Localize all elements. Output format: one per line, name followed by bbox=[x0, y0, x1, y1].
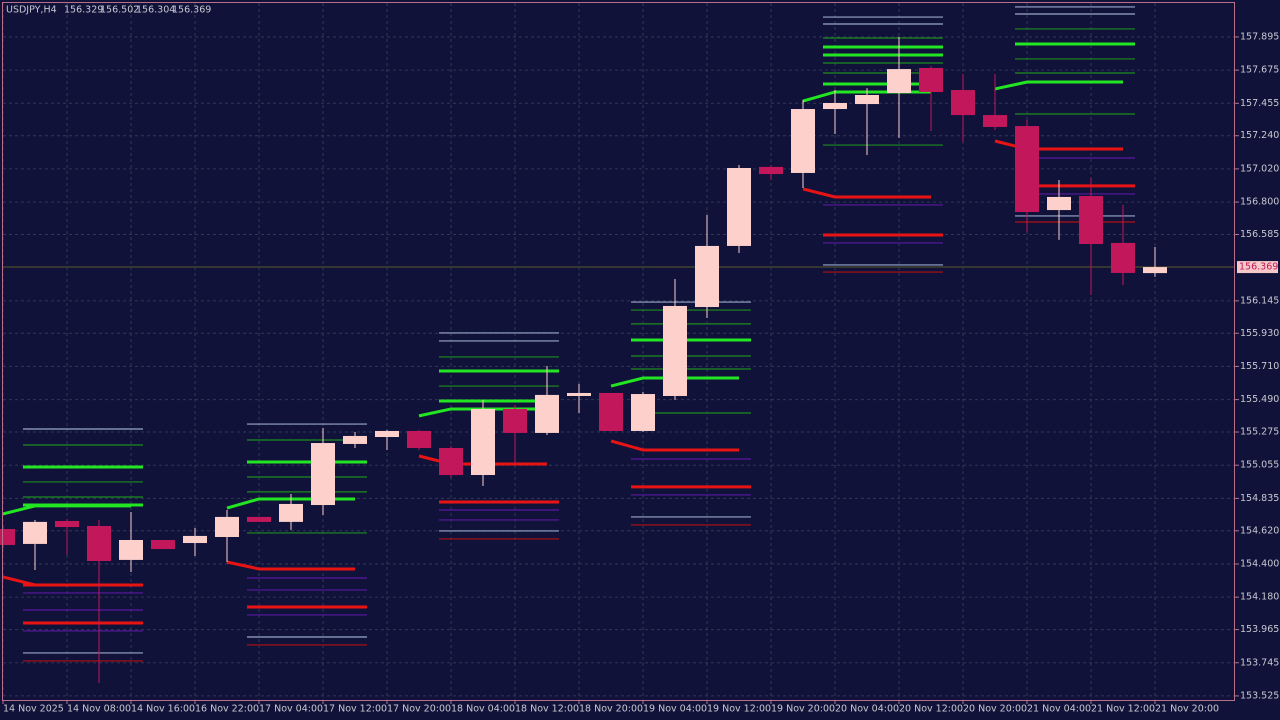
y-tick-label: 156.800 bbox=[1240, 197, 1279, 208]
candle-body bbox=[503, 408, 527, 433]
candle-body bbox=[695, 245, 719, 308]
candle-body bbox=[983, 115, 1007, 127]
x-tick-label: 20 Nov 12:00 bbox=[899, 704, 963, 715]
candles bbox=[0, 36, 1167, 683]
candle-body bbox=[0, 528, 15, 545]
x-tick-label: 21 Nov 20:00 bbox=[1155, 704, 1219, 715]
candle-body bbox=[567, 392, 591, 396]
candle-body bbox=[151, 540, 175, 550]
candle-body bbox=[247, 516, 271, 522]
candle-body bbox=[311, 443, 335, 506]
candle-body bbox=[119, 540, 143, 560]
y-tick-label: 155.275 bbox=[1240, 427, 1279, 438]
x-tick-label: 17 Nov 20:00 bbox=[387, 704, 451, 715]
x-tick-label: 18 Nov 20:00 bbox=[579, 704, 643, 715]
candle-body bbox=[23, 521, 47, 544]
header-high: 156.502 bbox=[100, 5, 139, 16]
indicator-line bbox=[802, 187, 931, 199]
indicator-line bbox=[994, 80, 1123, 91]
y-tick-label: 153.745 bbox=[1240, 657, 1279, 668]
header-close: 156.369 bbox=[172, 5, 211, 16]
x-tick-label: 21 Nov 04:00 bbox=[1027, 704, 1091, 715]
y-tick-label: 154.180 bbox=[1240, 592, 1279, 603]
y-tick-label: 157.675 bbox=[1240, 65, 1279, 76]
y-tick-label: 155.490 bbox=[1240, 394, 1279, 405]
indicator-line bbox=[226, 560, 355, 571]
indicator-line bbox=[2, 575, 131, 587]
candle-body bbox=[55, 521, 79, 528]
candle-body bbox=[631, 394, 655, 431]
x-tick-label: 18 Nov 12:00 bbox=[515, 704, 579, 715]
candle-body bbox=[663, 305, 687, 396]
header-low: 156.304 bbox=[136, 5, 175, 16]
candle-body bbox=[1111, 242, 1135, 273]
x-tick-label: 17 Nov 12:00 bbox=[323, 704, 387, 715]
y-tick-label: 156.145 bbox=[1240, 295, 1279, 306]
candle-body bbox=[855, 95, 879, 105]
y-tick-label: 153.525 bbox=[1240, 690, 1279, 701]
y-tick-label: 154.400 bbox=[1240, 558, 1279, 569]
candle-body bbox=[919, 68, 943, 92]
zones bbox=[23, 6, 1135, 662]
candle-body bbox=[183, 535, 207, 544]
y-tick-label: 156.585 bbox=[1240, 229, 1279, 240]
candle-body bbox=[951, 90, 975, 116]
candle-body bbox=[599, 392, 623, 431]
candle-body bbox=[1015, 126, 1039, 213]
current-price-label: 156.369 bbox=[1239, 262, 1278, 273]
candle-body bbox=[1079, 196, 1103, 244]
chart-title: USDJPY,H4 bbox=[6, 5, 57, 16]
y-tick-label: 157.895 bbox=[1240, 31, 1279, 42]
header-open: 156.329 bbox=[64, 5, 103, 16]
candle-body bbox=[1047, 196, 1071, 211]
candle-body bbox=[471, 408, 495, 476]
candle-body bbox=[343, 435, 367, 444]
indicator-line bbox=[610, 439, 739, 452]
candle-body bbox=[279, 503, 303, 522]
y-tick-label: 154.835 bbox=[1240, 493, 1279, 504]
candle-body bbox=[535, 394, 559, 433]
y-tick-label: 157.240 bbox=[1240, 130, 1279, 141]
candle-body bbox=[439, 448, 463, 476]
y-tick-label: 155.930 bbox=[1240, 328, 1279, 339]
candle-body bbox=[1143, 267, 1167, 274]
x-tick-label: 14 Nov 16:00 bbox=[131, 704, 195, 715]
x-tick-label: 16 Nov 22:00 bbox=[195, 704, 259, 715]
y-tick-label: 155.710 bbox=[1240, 361, 1279, 372]
y-tick-label: 153.965 bbox=[1240, 624, 1279, 635]
x-tick-label: 17 Nov 04:00 bbox=[259, 704, 323, 715]
y-tick-label: 154.620 bbox=[1240, 525, 1279, 536]
candle-body bbox=[87, 525, 111, 561]
candle-body bbox=[759, 166, 783, 175]
y-tick-label: 157.455 bbox=[1240, 98, 1279, 109]
x-tick-label: 21 Nov 12:00 bbox=[1091, 704, 1155, 715]
x-tick-label: 20 Nov 04:00 bbox=[835, 704, 899, 715]
x-tick-label: 14 Nov 08:00 bbox=[67, 704, 131, 715]
x-tick-label: 18 Nov 04:00 bbox=[451, 704, 515, 715]
x-tick-label: 19 Nov 20:00 bbox=[771, 704, 835, 715]
candle-body bbox=[823, 102, 847, 110]
candle-body bbox=[887, 69, 911, 94]
candle-body bbox=[375, 430, 399, 438]
current-price-box bbox=[1237, 261, 1278, 274]
candle-body bbox=[791, 109, 815, 173]
x-tick-label: 19 Nov 04:00 bbox=[643, 704, 707, 715]
candle-body bbox=[215, 516, 239, 537]
candle-body bbox=[727, 167, 751, 246]
plot-frame bbox=[2, 2, 1235, 701]
indicator-line bbox=[2, 504, 131, 516]
x-tick-label: 20 Nov 20:00 bbox=[963, 704, 1027, 715]
y-tick-label: 155.055 bbox=[1240, 460, 1279, 471]
y-tick-label: 157.020 bbox=[1240, 163, 1279, 174]
x-tick-label: 14 Nov 2025 bbox=[3, 704, 64, 715]
candle-body bbox=[407, 430, 431, 449]
x-tick-label: 19 Nov 12:00 bbox=[707, 704, 771, 715]
